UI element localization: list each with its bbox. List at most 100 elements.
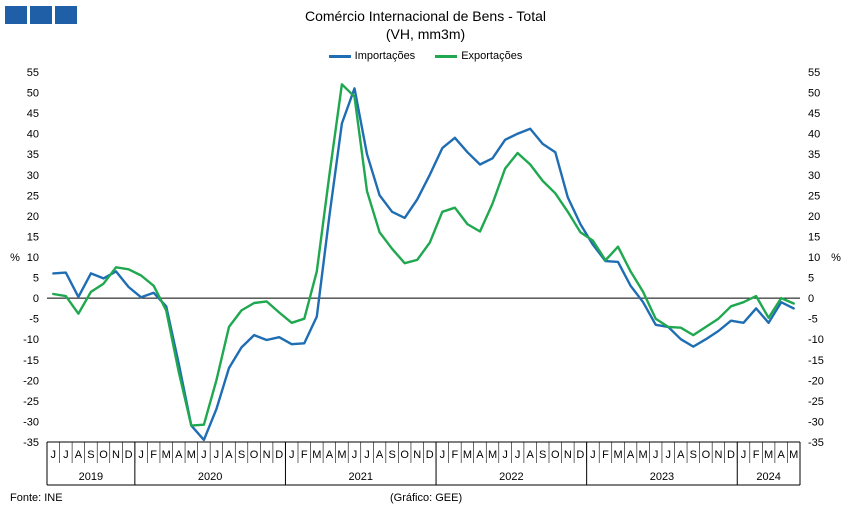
x-tick-label-month: M — [187, 449, 196, 461]
logo-block-icon — [30, 6, 52, 24]
x-tick-label-month: O — [99, 449, 108, 461]
y-tick-label-left: 45 — [27, 108, 39, 120]
x-tick-label-month: F — [150, 449, 157, 461]
legend-swatch-exportacoes — [435, 54, 458, 58]
x-tick-label-month: N — [112, 449, 120, 461]
x-tick-label-month: M — [162, 449, 171, 461]
x-tick-label-month: S — [87, 449, 94, 461]
logo-block-icon — [5, 6, 27, 24]
x-tick-label-month: A — [326, 449, 334, 461]
x-tick-label-month: M — [312, 449, 321, 461]
x-tick-label-month: J — [515, 449, 521, 461]
y-tick-label-left: -5 — [29, 314, 39, 326]
x-tick-label-month: J — [364, 449, 370, 461]
y-tick-label-left: 15 — [27, 231, 39, 243]
x-tick-label-month: O — [702, 449, 711, 461]
y-tick-label-right: 15 — [808, 231, 820, 243]
x-tick-label-month: A — [75, 449, 83, 461]
y-tick-label-right: -10 — [808, 334, 824, 346]
y-tick-label-right: -35 — [808, 437, 824, 449]
x-tick-label-month: J — [138, 449, 144, 461]
y-tick-label-left: 40 — [27, 129, 39, 141]
x-tick-label-month: A — [225, 449, 233, 461]
y-tick-label-left: 55 — [27, 67, 39, 79]
y-tick-label-right: 10 — [808, 252, 820, 264]
y-tick-label-left: 0 — [33, 293, 39, 305]
x-tick-label-month: J — [741, 449, 747, 461]
y-tick-label-right: -30 — [808, 416, 824, 428]
x-tick-label-month: A — [778, 449, 786, 461]
x-tick-label-month: M — [337, 449, 346, 461]
y-tick-label-left: 35 — [27, 149, 39, 161]
y-tick-label-right: 50 — [808, 88, 820, 100]
y-tick-label-left: 5 — [33, 273, 39, 285]
y-tick-label-right: 30 — [808, 170, 820, 182]
x-tick-label-month: M — [488, 449, 497, 461]
y-tick-label-left: 30 — [27, 170, 39, 182]
x-tick-label-month: D — [727, 449, 735, 461]
y-tick-label-left: -25 — [23, 396, 39, 408]
x-tick-label-month: N — [413, 449, 421, 461]
x-tick-label-month: M — [764, 449, 773, 461]
x-tick-label-month: F — [301, 449, 308, 461]
x-tick-label-year: 2019 — [79, 471, 103, 483]
y-tick-label-right: 25 — [808, 190, 820, 202]
y-tick-label-right: 45 — [808, 108, 820, 120]
legend-item-exportacoes: Exportações — [435, 50, 522, 62]
series-line-exportacoes — [52, 83, 795, 427]
y-axis-label-left: % — [10, 252, 20, 264]
y-tick-label-right: -25 — [808, 396, 824, 408]
x-tick-label-month: M — [789, 449, 798, 461]
y-tick-label-left: -15 — [23, 355, 39, 367]
x-tick-label-month: S — [539, 449, 546, 461]
x-tick-label-month: F — [602, 449, 609, 461]
chart-subtitle: (VH, mm3m) — [385, 26, 466, 42]
logo — [5, 6, 77, 24]
x-tick-label-month: J — [665, 449, 671, 461]
x-tick-label-month: N — [714, 449, 722, 461]
x-tick-label-month: F — [753, 449, 760, 461]
y-tick-label-right: 20 — [808, 211, 820, 223]
x-tick-label-month: A — [677, 449, 685, 461]
y-tick-label-left: -35 — [23, 437, 39, 449]
x-tick-label-month: A — [175, 449, 183, 461]
chart-legend: Importações Exportações — [0, 50, 851, 62]
y-tick-label-left: -30 — [23, 416, 39, 428]
chart-title: Comércio Internacional de Bens - Total — [305, 8, 546, 24]
logo-block-icon — [55, 6, 77, 24]
x-tick-label-month: O — [400, 449, 409, 461]
y-tick-label-left: 20 — [27, 211, 39, 223]
x-tick-label-month: F — [452, 449, 459, 461]
x-tick-label-month: N — [263, 449, 271, 461]
x-tick-label-month: S — [388, 449, 395, 461]
x-tick-label-month: S — [238, 449, 245, 461]
x-tick-label-month: A — [476, 449, 484, 461]
y-tick-label-right: -20 — [808, 375, 824, 387]
x-tick-label-year: 2023 — [650, 471, 674, 483]
y-tick-label-right: -15 — [808, 355, 824, 367]
x-tick-label-year: 2022 — [499, 471, 523, 483]
x-tick-label-month: O — [250, 449, 259, 461]
y-axis-label-right: % — [831, 252, 841, 264]
x-tick-label-month: J — [653, 449, 659, 461]
x-tick-label-month: D — [576, 449, 584, 461]
x-tick-label-year: 2020 — [198, 471, 222, 483]
x-tick-label-month: D — [125, 449, 133, 461]
x-tick-label-year: 2024 — [756, 471, 780, 483]
x-tick-label-month: A — [376, 449, 384, 461]
legend-swatch-importacoes — [328, 54, 351, 58]
x-tick-label-month: J — [214, 449, 220, 461]
x-tick-label-month: A — [527, 449, 535, 461]
x-tick-label-month: N — [564, 449, 572, 461]
y-tick-label-left: 10 — [27, 252, 39, 264]
x-tick-label-month: A — [627, 449, 635, 461]
y-tick-label-right: 0 — [808, 293, 814, 305]
x-tick-label-month: J — [289, 449, 295, 461]
chart-credit: (Gráfico: GEE) — [390, 492, 463, 504]
x-tick-label-month: D — [275, 449, 283, 461]
y-tick-label-left: 25 — [27, 190, 39, 202]
y-tick-label-right: 40 — [808, 129, 820, 141]
x-tick-label-month: D — [426, 449, 434, 461]
y-tick-label-left: -20 — [23, 375, 39, 387]
x-tick-label-month: J — [352, 449, 358, 461]
